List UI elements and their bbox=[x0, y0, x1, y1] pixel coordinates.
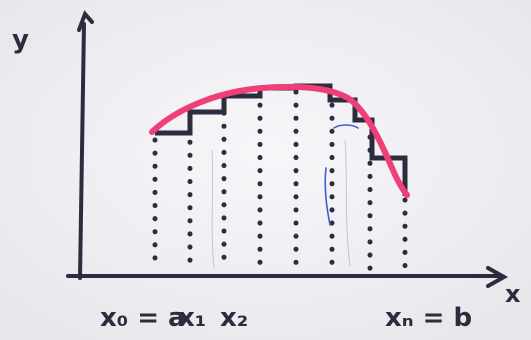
x-axis-label: x bbox=[505, 280, 521, 308]
y-axis-line bbox=[78, 22, 86, 280]
y-axis-label: y bbox=[12, 25, 29, 55]
x0-label: x₀ = a bbox=[100, 303, 186, 333]
function-curve bbox=[149, 83, 410, 198]
partition-lines bbox=[152, 89, 408, 273]
y-axis-arrowhead bbox=[77, 10, 94, 32]
faint-sketch-marks bbox=[211, 139, 351, 269]
x1-label: x₁ bbox=[178, 303, 206, 333]
blue-pen-mark bbox=[324, 124, 359, 226]
x-axis-arrowhead bbox=[486, 266, 509, 288]
axes bbox=[66, 10, 509, 288]
xn-label: xₙ = b bbox=[385, 303, 472, 333]
x2-label: x₂ bbox=[220, 303, 248, 333]
